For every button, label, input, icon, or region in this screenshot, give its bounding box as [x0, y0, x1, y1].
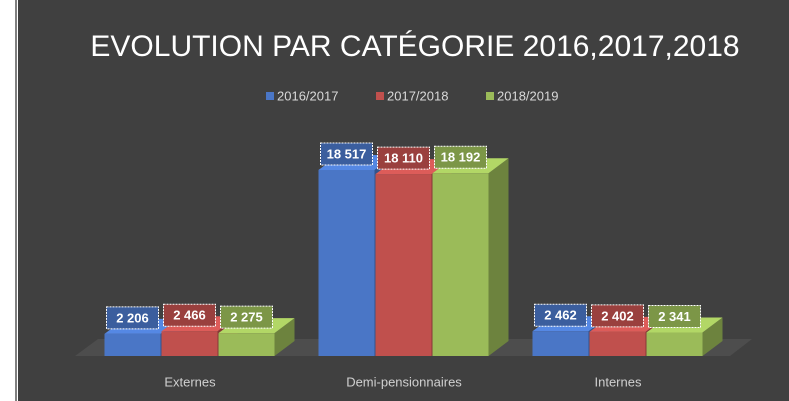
bar-side: [702, 317, 723, 356]
data-label: 2 462: [544, 308, 577, 323]
bar-front: [532, 331, 589, 356]
x-tick-label: Externes: [164, 374, 216, 389]
bar: [432, 158, 509, 356]
bar-front: [432, 173, 489, 356]
data-label: 2 206: [116, 310, 149, 325]
legend-swatch: [376, 92, 384, 100]
bar-front: [161, 331, 218, 356]
bar-front: [375, 174, 432, 356]
data-label-box: [377, 146, 430, 170]
bar-front: [589, 331, 646, 356]
bar-front: [646, 332, 703, 356]
data-label: 2 466: [173, 308, 206, 323]
data-label: 2 341: [658, 309, 691, 324]
data-label: 2 402: [601, 308, 634, 323]
data-label: 18 110: [384, 151, 423, 166]
data-label-box: [434, 145, 487, 169]
bar-side: [274, 318, 295, 356]
bar-front: [104, 333, 161, 356]
data-label-box: [220, 305, 273, 329]
legend-swatch: [486, 92, 494, 100]
legend-label: 2016/2017: [277, 88, 338, 103]
x-tick-label: Internes: [595, 374, 642, 389]
data-label-box: [534, 303, 587, 327]
data-label-box: [163, 303, 216, 327]
data-label-box: [591, 304, 644, 328]
data-label-box: [648, 304, 701, 328]
x-tick-label: Demi-pensionnaires: [346, 374, 462, 389]
bar-side: [488, 158, 509, 356]
data-label-box: [320, 142, 373, 166]
data-label: 18 517: [327, 146, 367, 161]
bar-front: [218, 333, 275, 356]
legend-swatch: [266, 92, 274, 100]
legend-label: 2017/2018: [387, 88, 448, 103]
data-label: 18 192: [441, 150, 481, 165]
data-label-box: [106, 306, 159, 330]
bar-front: [318, 170, 375, 356]
chart-title: EVOLUTION PAR CATÉGORIE 2016,2017,2018: [90, 30, 739, 63]
data-label: 2 275: [230, 310, 263, 325]
legend-label: 2018/2019: [497, 88, 558, 103]
